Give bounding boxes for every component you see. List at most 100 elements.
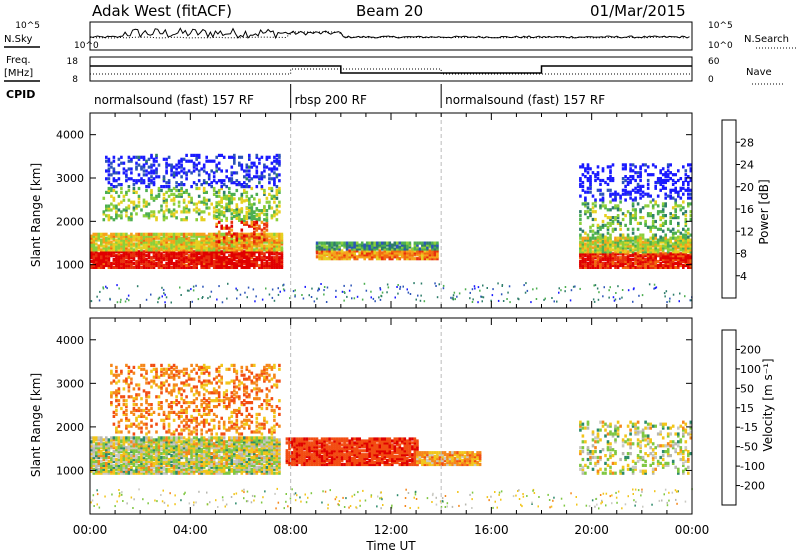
data-cell <box>225 471 228 475</box>
data-cell <box>132 448 136 452</box>
data-cell <box>436 257 439 261</box>
data-cell <box>152 244 156 248</box>
data-cell <box>160 208 163 212</box>
data-cell <box>215 209 218 213</box>
data-cell <box>599 206 602 210</box>
data-cell <box>406 247 409 251</box>
data-cell <box>674 210 677 214</box>
data-cell <box>233 161 236 165</box>
data-cell <box>391 257 394 261</box>
data-cell <box>591 250 595 254</box>
data-cell <box>315 245 319 249</box>
data-cell <box>107 455 111 460</box>
data-cell <box>222 455 226 460</box>
speckle-cell <box>116 284 118 287</box>
data-cell <box>195 461 198 465</box>
data-cell <box>117 442 121 446</box>
data-cell <box>656 248 660 252</box>
speckle-cell <box>450 296 452 299</box>
data-cell <box>273 248 276 252</box>
data-cell <box>584 196 587 200</box>
data-cell <box>596 225 600 229</box>
data-cell <box>245 177 249 181</box>
data-cell <box>363 247 366 251</box>
data-cell <box>170 444 173 448</box>
data-cell <box>651 238 655 242</box>
data-cell <box>92 258 96 262</box>
data-cell <box>616 240 620 244</box>
data-cell <box>90 254 93 258</box>
data-cell <box>162 200 166 204</box>
speckle-cell <box>454 298 456 301</box>
data-cell <box>215 446 218 450</box>
data-cell <box>195 463 198 467</box>
data-cell <box>205 263 208 268</box>
data-cell <box>100 240 103 244</box>
data-cell <box>212 188 216 193</box>
speckle-cell <box>655 286 658 289</box>
data-cell <box>172 463 176 467</box>
data-cell <box>165 444 168 448</box>
data-cell <box>147 444 151 448</box>
data-cell <box>230 265 234 269</box>
data-cell <box>200 232 203 236</box>
data-cell <box>150 240 153 244</box>
data-cell <box>165 238 168 242</box>
data-cell <box>117 246 121 250</box>
data-cell <box>624 252 627 256</box>
data-cell <box>115 450 118 454</box>
data-cell <box>408 257 412 261</box>
data-cell <box>421 247 424 251</box>
data-cell <box>175 469 178 473</box>
data-cell <box>654 261 657 266</box>
data-cell <box>215 467 218 471</box>
data-cell <box>177 459 181 463</box>
data-cell <box>629 216 632 220</box>
data-cell <box>97 236 101 240</box>
data-cell <box>626 261 630 266</box>
data-cell <box>682 165 685 169</box>
data-cell <box>195 167 198 171</box>
data-cell <box>355 243 359 247</box>
data-cell <box>90 242 93 246</box>
data-cell <box>654 242 657 246</box>
data-cell <box>328 251 331 255</box>
data-cell <box>200 467 203 471</box>
data-cell <box>195 186 198 191</box>
data-cell <box>328 255 331 259</box>
data-cell <box>240 236 244 240</box>
speckle-cell <box>420 294 422 297</box>
data-cell <box>330 249 334 253</box>
data-cell <box>220 265 223 269</box>
data-cell <box>115 438 118 442</box>
data-cell <box>433 241 437 245</box>
data-cell <box>666 265 670 269</box>
data-cell <box>150 436 153 440</box>
data-cell <box>190 198 193 202</box>
data-cell <box>666 250 670 254</box>
data-cell <box>664 261 667 266</box>
data-cell <box>614 256 617 260</box>
data-cell <box>248 244 251 248</box>
data-cell <box>110 467 113 471</box>
data-cell <box>649 258 652 262</box>
data-cell <box>596 248 600 252</box>
speckle-cell <box>523 284 525 287</box>
data-cell <box>629 246 632 250</box>
data-cell <box>363 255 366 259</box>
data-cell <box>260 175 264 179</box>
data-cell <box>117 240 121 244</box>
data-cell <box>280 236 284 240</box>
data-cell <box>365 253 369 257</box>
data-cell <box>634 258 637 262</box>
data-cell <box>225 248 228 252</box>
data-cell <box>202 198 206 202</box>
data-cell <box>386 253 389 257</box>
data-cell <box>601 240 605 244</box>
cpid-segment-label: normalsound (fast) 157 RF <box>94 93 254 107</box>
data-cell <box>130 246 133 250</box>
data-cell <box>245 263 249 268</box>
data-cell <box>679 188 683 192</box>
data-cell <box>152 263 156 268</box>
data-cell <box>255 234 259 238</box>
